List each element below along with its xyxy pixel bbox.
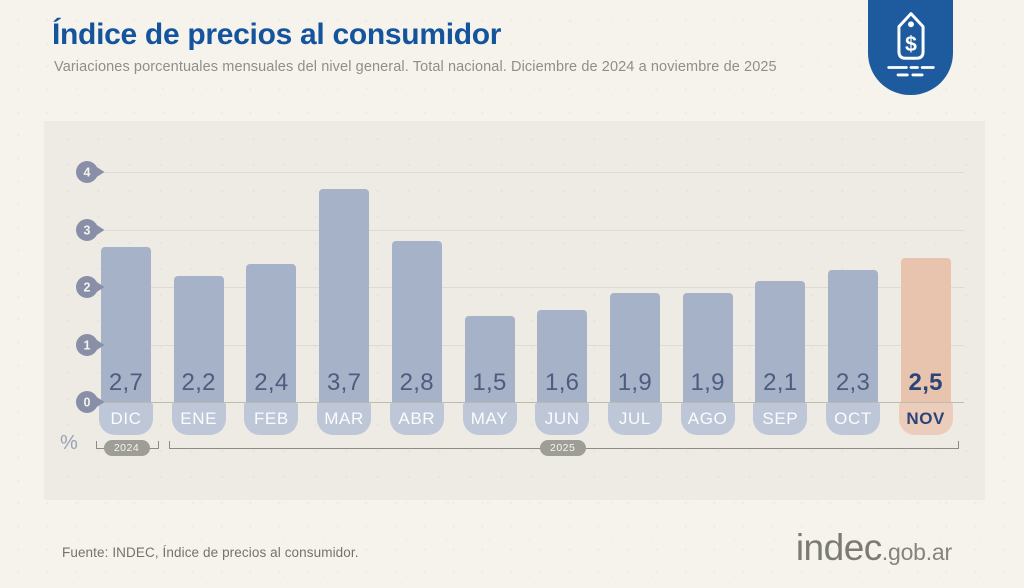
month-label-dic: DIC [99, 403, 153, 435]
svg-text:3: 3 [84, 223, 91, 237]
svg-text:2: 2 [84, 280, 91, 294]
page-title: Índice de precios al consumidor [52, 18, 502, 51]
header: Índice de precios al consumidor Variacio… [52, 18, 777, 75]
svg-text:1: 1 [84, 338, 91, 352]
bar-value-feb: 2,4 [254, 369, 289, 396]
y-axis-tick: 3 [76, 218, 106, 246]
indec-logo-text: indec [795, 527, 882, 568]
bar-abr [391, 241, 442, 402]
bar-mar [319, 189, 370, 402]
price-tag-dollar-icon: $ [886, 12, 935, 77]
gridline [92, 172, 964, 173]
bar-nov [900, 258, 951, 402]
bar-value-may: 1,5 [472, 369, 507, 396]
month-label-sep: SEP [753, 403, 808, 435]
bar-value-jun: 1,6 [545, 369, 580, 396]
y-axis-tick: 4 [76, 161, 106, 188]
bar-value-jul: 1,9 [617, 369, 653, 396]
bar-sep [755, 281, 806, 402]
month-label-jul: JUL [607, 403, 662, 435]
month-label-oct: OCT [826, 403, 880, 435]
bar-may [464, 315, 515, 402]
chart-panel: 0 1 2 3 4 2,7 DIC 2,2 ENE 2,4 FEB 3,7 MAR 2,8 ABR 1,5 MA… [44, 121, 985, 500]
bar-value-oct: 2,3 [835, 369, 871, 396]
bar-jul [609, 292, 660, 402]
month-label-nov: NOV [898, 403, 953, 435]
gridline [92, 287, 964, 288]
indec-logo: indec .gob.ar [796, 527, 952, 569]
bar-ene [173, 275, 224, 402]
year-label-2025: 2025 [539, 440, 586, 456]
bar-value-abr: 2,8 [399, 369, 434, 396]
month-label-ago: AGO [680, 403, 735, 435]
y-axis-tick: 2 [76, 276, 106, 303]
bar-jun [537, 310, 588, 402]
bar-value-nov: 2,5 [908, 369, 943, 396]
price-tag-badge: $ [868, 0, 953, 95]
y-axis-tick: 1 [76, 333, 106, 361]
bar-ago [682, 292, 733, 402]
bar-oct [828, 269, 878, 402]
month-label-may: MAY [462, 403, 517, 435]
bar-value-dic: 2,7 [108, 369, 144, 396]
month-label-feb: FEB [244, 403, 299, 435]
gridline [92, 344, 964, 346]
unit-label: % [60, 432, 78, 454]
y-axis-tick: 0 [76, 391, 106, 418]
month-label-mar: MAR [317, 403, 372, 435]
svg-text:4: 4 [84, 165, 91, 179]
gridline [92, 229, 964, 231]
bar-value-mar: 3,7 [326, 369, 362, 396]
year-label-2024: 2024 [103, 440, 150, 456]
svg-text:0: 0 [84, 395, 91, 409]
bar-value-sep: 2,1 [763, 369, 798, 396]
month-label-abr: ABR [389, 403, 444, 435]
month-label-ene: ENE [171, 403, 226, 435]
bar-dic [101, 246, 151, 402]
svg-text:$: $ [905, 32, 917, 56]
bar-value-ago: 1,9 [690, 369, 725, 396]
bar-feb [246, 264, 297, 402]
page-subtitle: Variaciones porcentuales mensuales del n… [54, 59, 777, 75]
bar-value-ene: 2,2 [181, 369, 216, 396]
indec-logo-domain: .gob.ar [881, 539, 952, 565]
source-note: Fuente: INDEC, Índice de precios al cons… [62, 545, 359, 560]
month-label-jun: JUN [535, 403, 590, 435]
x-axis-line [92, 402, 964, 403]
